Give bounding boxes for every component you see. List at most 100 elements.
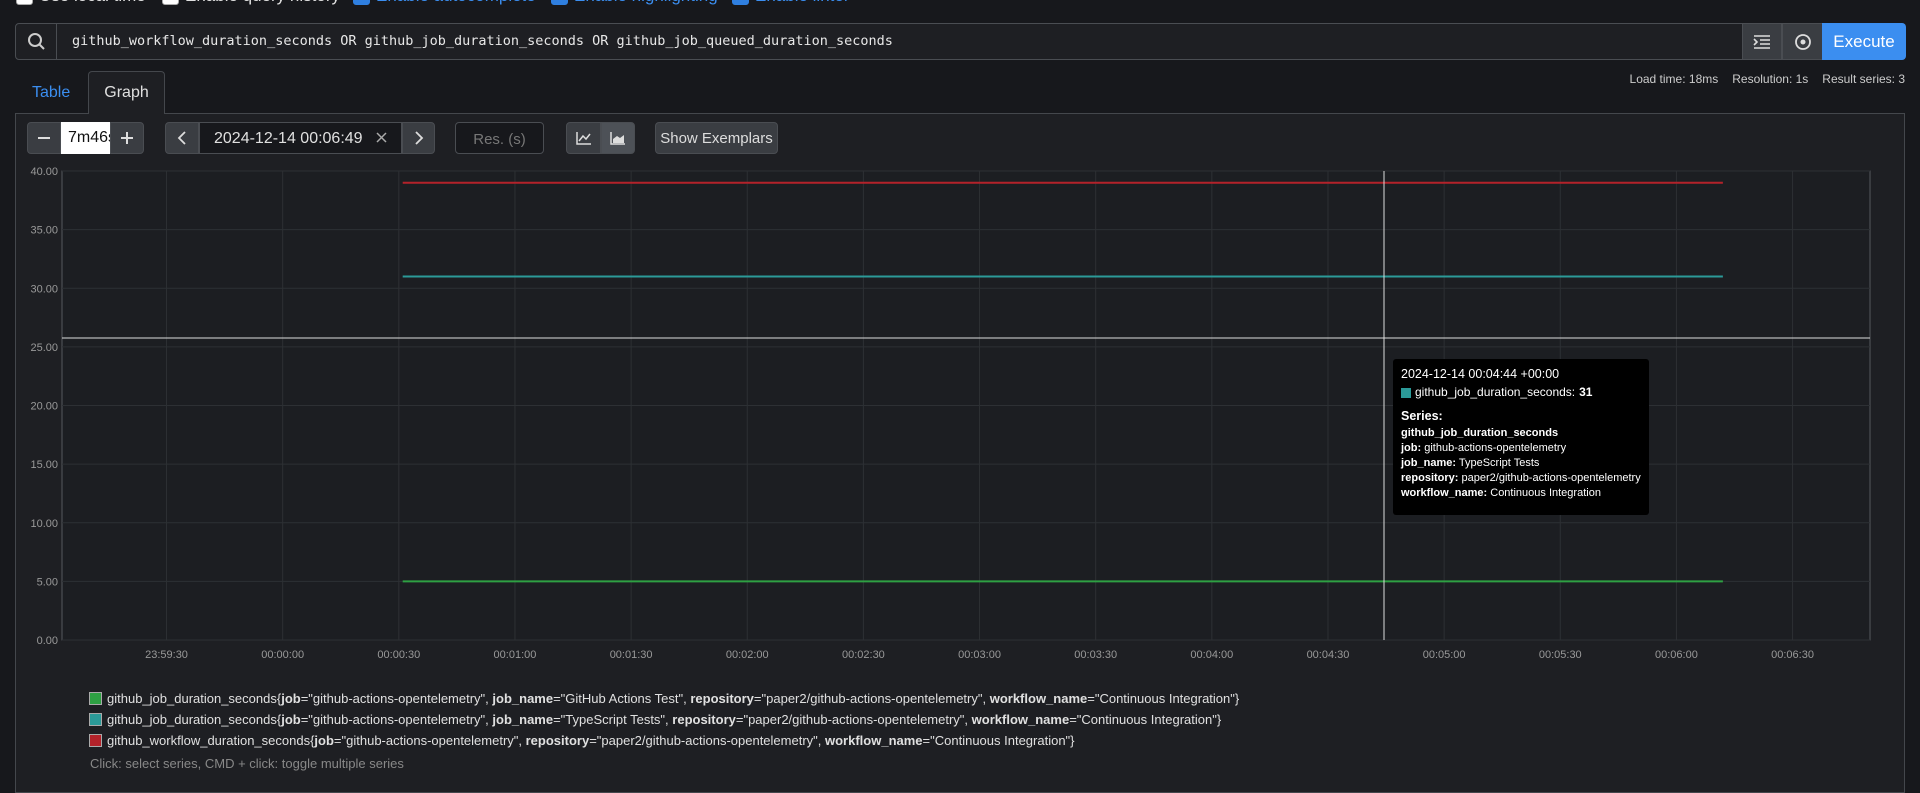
- legend-item[interactable]: github_job_duration_seconds{job ="github-…: [89, 712, 1221, 727]
- tooltip-metric: github_job_duration_seconds:: [1415, 385, 1576, 399]
- tooltip-value: 31: [1579, 385, 1593, 399]
- legend-text: ="paper2/github-actions-opentelemetry",: [735, 712, 972, 727]
- execute-button[interactable]: Execute: [1822, 23, 1906, 60]
- option[interactable]: Use local time: [16, 0, 146, 6]
- legend-text: workflow_name: [971, 712, 1070, 727]
- option[interactable]: Enable autocomplete: [353, 0, 536, 6]
- format-button[interactable]: [1742, 23, 1782, 60]
- legend-text: repository: [525, 733, 590, 748]
- x-tick-label: 00:03:30: [1074, 649, 1117, 661]
- y-tick-label: 35.00: [30, 225, 58, 237]
- tooltip-label: repository: paper2/github-actions-opente…: [1401, 471, 1641, 486]
- show-exemplars[interactable]: Show Exemplars: [655, 122, 778, 154]
- tab-table[interactable]: Table: [32, 84, 71, 101]
- x-tick-label: 00:05:00: [1423, 649, 1466, 661]
- legend-text: ="paper2/github-actions-opentelemetry",: [589, 733, 825, 748]
- legend-text: job: [281, 712, 301, 727]
- x-tick-label: 00:01:00: [494, 649, 537, 661]
- time-forward[interactable]: [402, 122, 435, 154]
- option[interactable]: Enable linter: [732, 0, 850, 6]
- x-tick-label: 00:02:00: [726, 649, 769, 661]
- legend-swatch: [89, 713, 102, 726]
- legend-swatch: [89, 692, 102, 705]
- legend-text: repository: [690, 691, 754, 706]
- resolution: Resolution: 1s: [1732, 72, 1809, 86]
- y-tick-label: 30.00: [30, 283, 58, 295]
- tooltip-label: job: github-actions-opentelemetry: [1401, 441, 1641, 456]
- x-tick-label: 00:06:30: [1771, 649, 1814, 661]
- option-label: Enable autocomplete: [376, 0, 536, 6]
- checkbox: [16, 0, 33, 5]
- legend-text: job_name: [492, 712, 554, 727]
- label-key: repository:: [1401, 472, 1459, 484]
- x-tick-label: 00:04:30: [1307, 649, 1350, 661]
- legend-item[interactable]: github_workflow_duration_seconds{job ="gi…: [89, 733, 1075, 748]
- range-minus[interactable]: [27, 122, 61, 154]
- x-tick-label: 00:01:30: [610, 649, 653, 661]
- option-label: Enable query history: [185, 0, 340, 6]
- y-tick-label: 40.00: [30, 166, 58, 178]
- search-icon: [16, 24, 57, 59]
- legend-text: job: [281, 691, 301, 706]
- option[interactable]: Enable highlighting: [551, 0, 718, 6]
- tooltip-time: 2024-12-14 00:04:44 +00:00: [1401, 367, 1560, 381]
- legend-text: job_name: [492, 691, 554, 706]
- tooltip-series-heading: Series:: [1401, 409, 1443, 423]
- legend-text: ="Continuous Integration"}: [1069, 712, 1222, 727]
- tooltip-label: workflow_name: Continuous Integration: [1401, 486, 1641, 501]
- x-tick-label: 00:00:30: [377, 649, 420, 661]
- clear-time[interactable]: [374, 128, 390, 151]
- label-key: job:: [1401, 442, 1422, 454]
- label-value: Continuous Integration: [1490, 487, 1601, 499]
- y-tick-label: 0.00: [37, 635, 58, 647]
- time-back[interactable]: [165, 122, 199, 154]
- tooltip-labels: job: github-actions-opentelemetry job_nam…: [1401, 441, 1641, 501]
- label-value: github-actions-opentelemetry: [1424, 442, 1567, 454]
- option[interactable]: Enable query history: [162, 0, 340, 6]
- legend-text: github_workflow_duration_seconds{: [107, 733, 315, 748]
- option-label: Enable highlighting: [574, 0, 718, 6]
- query-bar: github_workflow_duration_seconds OR gith…: [15, 23, 1906, 60]
- label-key: job_name:: [1401, 457, 1457, 469]
- legend-text: ="paper2/github-actions-opentelemetry",: [753, 691, 990, 706]
- option-label: Enable linter: [755, 0, 850, 6]
- legend-text: workflow_name: [989, 691, 1088, 706]
- x-tick-label: 00:03:00: [958, 649, 1001, 661]
- tooltip-value-row: github_job_duration_seconds: 31: [1401, 385, 1641, 400]
- x-tick-label: 00:04:00: [1190, 649, 1233, 661]
- stacked-button[interactable]: [601, 122, 635, 154]
- x-tick-label: 00:00:00: [261, 649, 304, 661]
- checkbox: [732, 0, 749, 5]
- tab-graph[interactable]: Graph: [88, 71, 165, 114]
- range-input[interactable]: 7m46s: [61, 122, 110, 154]
- label-value: paper2/github-actions-opentelemetry: [1461, 472, 1641, 484]
- y-tick-label: 10.00: [30, 518, 58, 530]
- tooltip: 2024-12-14 00:04:44 +00:00 github_job_du…: [1393, 359, 1649, 515]
- label-key: workflow_name:: [1401, 487, 1488, 499]
- query-input[interactable]: github_workflow_duration_seconds OR gith…: [72, 33, 893, 49]
- y-tick-label: 15.00: [30, 459, 58, 471]
- legend-text: ="Continuous Integration"}: [1087, 691, 1240, 706]
- range-plus[interactable]: [110, 122, 144, 154]
- metrics-explorer[interactable]: [1782, 23, 1823, 60]
- legend-text: ="TypeScript Tests",: [553, 712, 673, 727]
- option-label: Use local time: [39, 0, 146, 6]
- legend-item[interactable]: github_job_duration_seconds{job ="github-…: [89, 691, 1239, 706]
- resolution-input[interactable]: Res. (s): [455, 122, 544, 154]
- x-tick-label: 00:02:30: [842, 649, 885, 661]
- legend-text: ="github-actions-opentelemetry",: [300, 691, 493, 706]
- stats: Load time: 18ms Resolution: 1s Result seri…: [1630, 72, 1905, 86]
- legend-text: ="github-actions-opentelemetry",: [300, 712, 493, 727]
- x-tick-label: 23:59:30: [145, 649, 188, 661]
- legend-text: ="Continuous Integration"}: [922, 733, 1075, 748]
- label-value: TypeScript Tests: [1458, 457, 1540, 469]
- result-series: Result series: 3: [1822, 72, 1905, 86]
- unstacked-button[interactable]: [566, 122, 601, 154]
- tooltip-swatch: [1401, 387, 1411, 398]
- load-time: Load time: 18ms: [1629, 72, 1719, 86]
- x-tick-label: 00:05:30: [1539, 649, 1582, 661]
- end-time-input[interactable]: 2024-12-14 00:06:49: [199, 122, 402, 154]
- legend-text: github_job_duration_seconds{: [107, 712, 282, 727]
- checkbox: [353, 0, 370, 5]
- legend-text: workflow_name: [825, 733, 923, 748]
